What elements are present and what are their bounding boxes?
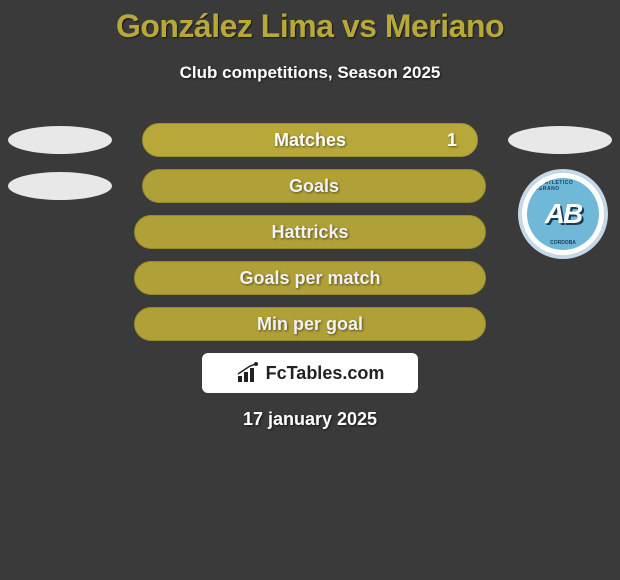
- badge-bottom-text: CORDOBA: [550, 240, 576, 246]
- left-spacer: [0, 310, 104, 338]
- stat-value-right: 1: [447, 130, 457, 151]
- stat-bar: Min per goal: [134, 307, 486, 341]
- stat-row-matches: Matches 1: [0, 123, 620, 157]
- page-title: González Lima vs Meriano: [0, 8, 620, 45]
- badge-inner: CLUB ATLETICO BELGRANO AB CORDOBA: [527, 178, 599, 250]
- left-oval-icon: [8, 172, 112, 200]
- stat-label: Goals: [289, 176, 339, 197]
- logo-text: FcTables.com: [266, 363, 385, 384]
- club-badge: CLUB ATLETICO BELGRANO AB CORDOBA: [518, 169, 608, 259]
- comparison-card: González Lima vs Meriano Club competitio…: [0, 0, 620, 430]
- stats-section: Matches 1 Goals Hattricks Goals per: [0, 123, 620, 341]
- stat-label: Goals per match: [239, 268, 380, 289]
- stat-bar: Goals: [142, 169, 486, 203]
- badge-center-text: AB: [545, 198, 581, 230]
- source-logo: FcTables.com: [202, 353, 418, 393]
- left-oval-icon: [8, 126, 112, 154]
- stat-row-mpg: Min per goal: [0, 307, 620, 341]
- right-spacer: [516, 310, 620, 338]
- left-spacer: [0, 264, 104, 292]
- footer-date: 17 january 2025: [0, 409, 620, 430]
- stat-label: Matches: [274, 130, 346, 151]
- right-spacer: [516, 264, 620, 292]
- stat-label: Min per goal: [257, 314, 363, 335]
- stat-label: Hattricks: [271, 222, 348, 243]
- stat-bar: Matches 1: [142, 123, 478, 157]
- right-oval-icon: [508, 126, 612, 154]
- stat-bar: Goals per match: [134, 261, 486, 295]
- chart-icon: [236, 362, 262, 384]
- stat-row-gpm: Goals per match: [0, 261, 620, 295]
- stat-bar: Hattricks: [134, 215, 486, 249]
- subtitle: Club competitions, Season 2025: [0, 63, 620, 83]
- badge-top-text: CLUB ATLETICO BELGRANO: [527, 180, 599, 192]
- left-spacer: [0, 218, 104, 246]
